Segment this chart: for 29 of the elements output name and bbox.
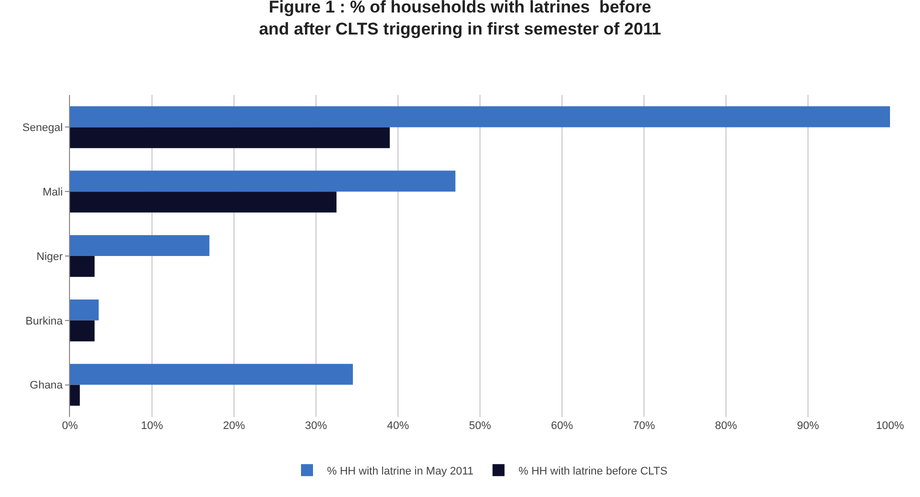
x-tick-label: 60% xyxy=(550,420,574,432)
bar xyxy=(70,170,456,192)
bar xyxy=(70,256,95,277)
y-tick-label: Niger xyxy=(36,250,64,263)
x-tick-label: 10% xyxy=(140,420,164,432)
y-tick-label: Mali xyxy=(42,186,63,198)
x-tick-label: 40% xyxy=(386,420,410,432)
y-tick-label: Burkina xyxy=(26,315,64,328)
x-tick-label: 100% xyxy=(876,420,904,432)
x-tick-label: 90% xyxy=(796,420,820,432)
x-tick-label: 0% xyxy=(62,420,78,432)
x-tick-label: 50% xyxy=(468,420,492,432)
bar xyxy=(70,127,390,148)
bar xyxy=(70,320,95,342)
bar xyxy=(70,106,890,128)
bar xyxy=(70,384,80,406)
legend-label: % HH with latrine in May 2011 xyxy=(327,465,474,478)
bar xyxy=(70,299,99,320)
bar xyxy=(70,364,353,385)
legend-label: % HH with latrine before CLTS xyxy=(518,465,668,478)
x-tick-label: 80% xyxy=(714,420,738,432)
y-tick-label: Ghana xyxy=(30,380,64,392)
bar xyxy=(70,235,210,256)
x-tick-label: 20% xyxy=(222,420,246,432)
x-tick-label: 30% xyxy=(304,420,328,432)
x-tick-label: 70% xyxy=(632,420,656,432)
chart-title: Figure 1 : % of households with latrines before and after CLTS triggering in first semester of 2011 xyxy=(258,0,662,39)
y-tick-label: Senegal xyxy=(22,122,63,134)
bar xyxy=(70,192,336,213)
